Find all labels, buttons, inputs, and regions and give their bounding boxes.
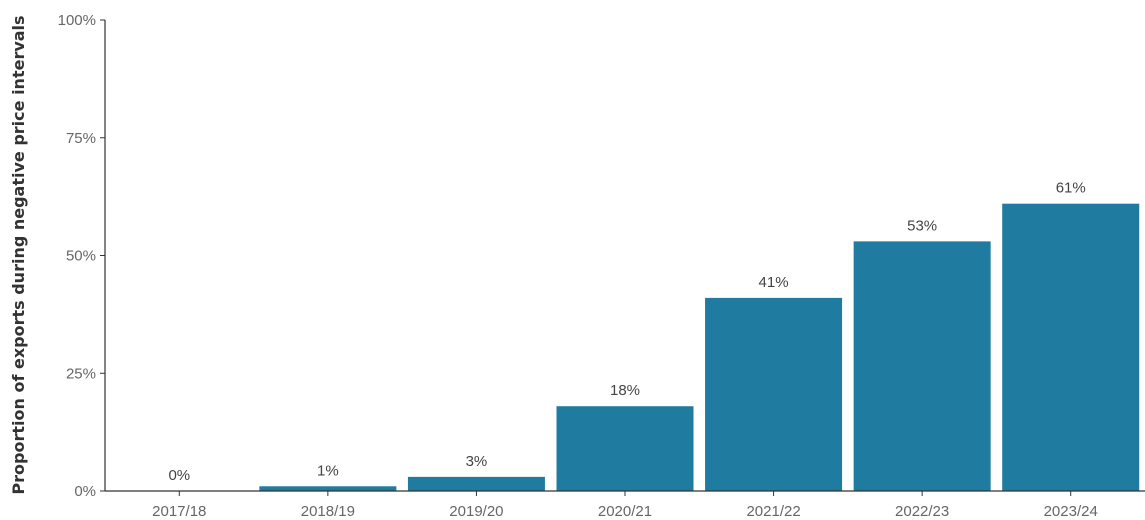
x-tick-label: 2018/19 <box>301 503 355 520</box>
x-tick-label: 2022/23 <box>895 503 949 520</box>
bar <box>853 241 991 491</box>
bar <box>259 486 397 491</box>
data-label: 3% <box>466 453 488 470</box>
x-tick-label: 2019/20 <box>449 503 503 520</box>
data-labels: 0% 1% 3% 18% 41% 53% 61% <box>168 180 1085 484</box>
y-tick-label: 0% <box>74 483 96 500</box>
y-tick-label: 50% <box>66 248 96 265</box>
x-tick-label: 2021/22 <box>746 503 800 520</box>
y-tick-label: 75% <box>66 130 96 147</box>
data-label: 61% <box>1056 180 1086 197</box>
bars <box>259 203 1140 491</box>
x-axis-ticks: 2017/18 2018/19 2019/20 2020/21 2021/22 2022/… <box>152 491 1098 520</box>
bar <box>1002 203 1140 491</box>
data-label: 0% <box>168 467 190 484</box>
bar <box>705 297 843 491</box>
bar <box>556 406 694 491</box>
x-tick-label: 2017/18 <box>152 503 206 520</box>
y-axis-ticks: 0% 25% 50% 75% 100% <box>58 12 105 500</box>
y-tick-label: 100% <box>58 12 96 29</box>
data-label: 53% <box>907 217 937 234</box>
data-label: 41% <box>759 274 789 291</box>
x-tick-label: 2020/21 <box>598 503 652 520</box>
x-tick-label: 2023/24 <box>1044 503 1098 520</box>
data-label: 1% <box>317 462 339 479</box>
bar <box>407 476 545 491</box>
data-label: 18% <box>610 382 640 399</box>
y-axis-title: Proportion of exports during negative pr… <box>9 15 28 494</box>
y-tick-label: 25% <box>66 365 96 382</box>
